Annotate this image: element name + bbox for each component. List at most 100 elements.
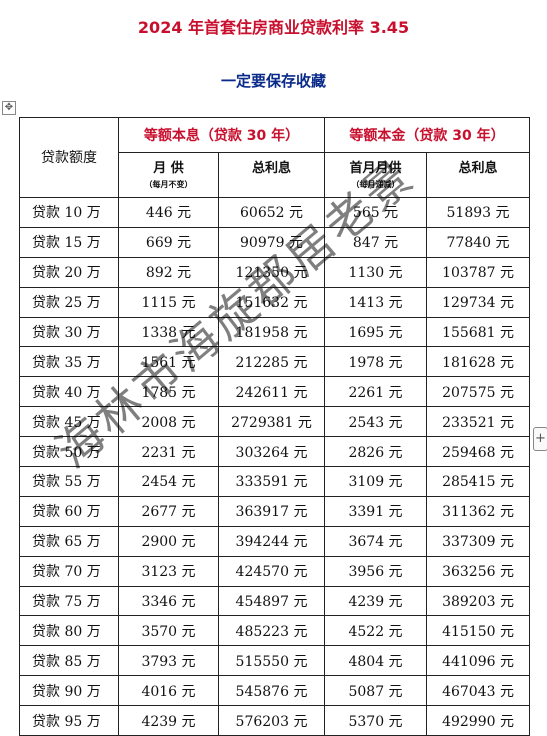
monthly-payment-cell: 3570 元 — [118, 615, 219, 647]
total-interest-principal-cell: 259468 元 — [426, 436, 531, 468]
monthly-payment-cell: 2900 元 — [118, 525, 219, 557]
monthly-payment-cell: 892 元 — [118, 256, 219, 288]
total-interest-cell: 424570 元 — [217, 555, 326, 587]
loan-amount-cell: 贷款 30 万 — [19, 316, 119, 348]
first-month-payment-cell: 847 元 — [324, 226, 428, 258]
total-interest-principal-cell: 363256 元 — [426, 555, 531, 587]
plus-icon[interactable]: + — [533, 427, 547, 451]
table-row: 贷款 90 万 4016 元 545876 元 5087 元 467043 元 — [19, 675, 531, 707]
loan-amount-cell: 贷款 15 万 — [19, 226, 119, 258]
header-equal-installment: 等额本息（贷款 30 年） — [117, 117, 326, 153]
monthly-payment-cell: 3346 元 — [118, 585, 219, 617]
table-row: 贷款 30 万 1338 元 181958 元 1695 元 155681 元 — [19, 316, 531, 348]
monthly-payment-cell: 446 元 — [118, 197, 219, 228]
total-interest-cell: 485223 元 — [217, 615, 326, 647]
loan-amount-cell: 贷款 75 万 — [19, 585, 119, 617]
total-interest-cell: 242611 元 — [217, 376, 326, 408]
table-row: 贷款 60 万 2677 元 363917 元 3391 元 311362 元 — [19, 495, 531, 527]
first-month-payment-cell: 5370 元 — [324, 705, 428, 736]
total-interest-principal-cell: 129734 元 — [426, 286, 531, 318]
total-interest-principal-cell: 415150 元 — [426, 615, 531, 647]
table-row: 贷款 85 万 3793 元 515550 元 4804 元 441096 元 — [19, 645, 531, 677]
table-row: 贷款 15 万 669 元 90979 元 847 元 77840 元 — [19, 226, 531, 258]
first-month-payment-cell: 3674 元 — [324, 525, 428, 557]
loan-amount-cell: 贷款 45 万 — [19, 406, 119, 438]
page-subtitle: 一定要保存收藏 — [220, 72, 326, 90]
loan-amount-cell: 贷款 55 万 — [19, 466, 119, 497]
total-interest-principal-cell: 492990 元 — [426, 705, 531, 736]
table-row: 贷款 95 万 4239 元 576203 元 5370 元 492990 元 — [19, 705, 531, 736]
table-row: 贷款 40 万 1785 元 242611 元 2261 元 207575 元 — [19, 376, 531, 408]
header-total-interest-1: 总利息 — [217, 152, 326, 198]
first-month-payment-cell: 2543 元 — [324, 406, 428, 438]
table-row: 贷款 45 万 2008 元 2729381 元 2543 元 233521 元 — [19, 406, 531, 438]
total-interest-principal-cell: 467043 元 — [426, 675, 531, 707]
monthly-payment-cell: 1338 元 — [118, 316, 219, 348]
total-interest-principal-cell: 51893 元 — [426, 197, 531, 228]
total-interest-cell: 303264 元 — [217, 436, 326, 468]
total-interest-cell: 90979 元 — [217, 226, 326, 258]
first-month-payment-cell: 3956 元 — [324, 555, 428, 587]
total-interest-cell: 394244 元 — [217, 525, 326, 557]
total-interest-principal-cell: 285415 元 — [426, 466, 531, 497]
total-interest-cell: 151632 元 — [217, 286, 326, 318]
table-body: 贷款 10 万 446 元 60652 元 565 元 51893 元贷款 15 万 66… — [19, 197, 531, 736]
loan-amount-cell: 贷款 80 万 — [19, 615, 119, 647]
table-row: 贷款 80 万 3570 元 485223 元 4522 元 415150 元 — [19, 615, 531, 647]
total-interest-cell: 212285 元 — [217, 346, 326, 378]
total-interest-cell: 181958 元 — [217, 316, 326, 348]
monthly-payment-cell: 4016 元 — [118, 675, 219, 707]
total-interest-cell: 515550 元 — [217, 645, 326, 677]
loan-rate-table: 贷款额度 等额本息（贷款 30 年） 等额本金（贷款 30 年） 月 供 （每月… — [19, 117, 531, 736]
monthly-payment-cell: 2677 元 — [118, 495, 219, 527]
loan-amount-cell: 贷款 95 万 — [19, 705, 119, 736]
table-row: 贷款 10 万 446 元 60652 元 565 元 51893 元 — [19, 197, 531, 228]
loan-amount-cell: 贷款 65 万 — [19, 525, 119, 557]
total-interest-principal-cell: 337309 元 — [426, 525, 531, 557]
total-interest-principal-cell: 181628 元 — [426, 346, 531, 378]
first-month-payment-cell: 4804 元 — [324, 645, 428, 677]
first-month-payment-cell: 1695 元 — [324, 316, 428, 348]
header-total-interest-2: 总利息 — [426, 152, 531, 198]
monthly-payment-cell: 1561 元 — [118, 346, 219, 378]
total-interest-principal-cell: 77840 元 — [426, 226, 531, 258]
header-total-interest-2-label: 总利息 — [458, 161, 498, 176]
monthly-payment-cell: 669 元 — [118, 226, 219, 258]
page-title: 2024 年首套住房商业贷款利率 3.45 — [137, 18, 410, 37]
monthly-payment-cell: 1115 元 — [118, 286, 219, 318]
first-month-payment-cell: 4522 元 — [324, 615, 428, 647]
table-row: 贷款 20 万 892 元 121350 元 1130 元 103787 元 — [19, 256, 531, 288]
loan-amount-cell: 贷款 25 万 — [19, 286, 119, 318]
total-interest-principal-cell: 311362 元 — [426, 495, 531, 527]
total-interest-cell: 60652 元 — [217, 197, 326, 228]
loan-amount-cell: 贷款 60 万 — [19, 495, 119, 527]
header-monthly-payment: 月 供 （每月不变） — [118, 152, 219, 198]
total-interest-principal-cell: 441096 元 — [426, 645, 531, 677]
total-interest-cell: 545876 元 — [217, 675, 326, 707]
monthly-payment-cell: 3793 元 — [118, 645, 219, 677]
first-month-payment-cell: 4239 元 — [324, 585, 428, 617]
loan-amount-cell: 贷款 85 万 — [19, 645, 119, 677]
loan-amount-cell: 贷款 70 万 — [19, 555, 119, 587]
monthly-payment-cell: 2231 元 — [118, 436, 219, 468]
first-month-payment-cell: 3391 元 — [324, 495, 428, 527]
move-handle-icon[interactable]: ✥ — [2, 101, 16, 115]
table-row: 贷款 65 万 2900 元 394244 元 3674 元 337309 元 — [19, 525, 531, 557]
header-loan-amount: 贷款额度 — [19, 117, 119, 198]
first-month-payment-cell: 1413 元 — [324, 286, 428, 318]
total-interest-cell: 2729381 元 — [217, 406, 326, 438]
header-first-month-payment-label: 首月月供 — [349, 161, 402, 176]
total-interest-principal-cell: 103787 元 — [426, 256, 531, 288]
monthly-payment-cell: 2454 元 — [118, 466, 219, 497]
total-interest-principal-cell: 233521 元 — [426, 406, 531, 438]
total-interest-cell: 333591 元 — [217, 466, 326, 497]
loan-amount-cell: 贷款 50 万 — [19, 436, 119, 468]
total-interest-cell: 576203 元 — [217, 705, 326, 736]
table-row: 贷款 70 万 3123 元 424570 元 3956 元 363256 元 — [19, 555, 531, 587]
first-month-payment-cell: 565 元 — [324, 197, 428, 228]
total-interest-principal-cell: 389203 元 — [426, 585, 531, 617]
loan-amount-cell: 贷款 20 万 — [19, 256, 119, 288]
monthly-payment-cell: 2008 元 — [118, 406, 219, 438]
monthly-payment-cell: 1785 元 — [118, 376, 219, 408]
first-month-payment-cell: 3109 元 — [324, 466, 428, 497]
